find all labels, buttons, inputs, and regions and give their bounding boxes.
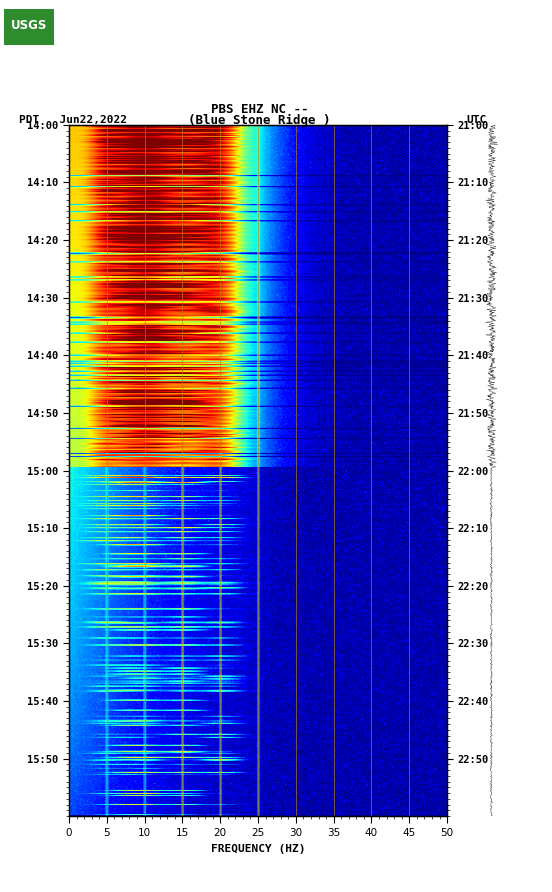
X-axis label: FREQUENCY (HZ): FREQUENCY (HZ) bbox=[211, 844, 305, 854]
Text: PDT   Jun22,2022: PDT Jun22,2022 bbox=[19, 115, 128, 126]
Text: (Blue Stone Ridge ): (Blue Stone Ridge ) bbox=[188, 114, 331, 127]
Bar bbox=[4, 9, 54, 45]
Text: USGS: USGS bbox=[11, 19, 47, 32]
Text: PBS EHZ NC --: PBS EHZ NC -- bbox=[211, 103, 308, 116]
Text: UTC: UTC bbox=[466, 115, 487, 126]
